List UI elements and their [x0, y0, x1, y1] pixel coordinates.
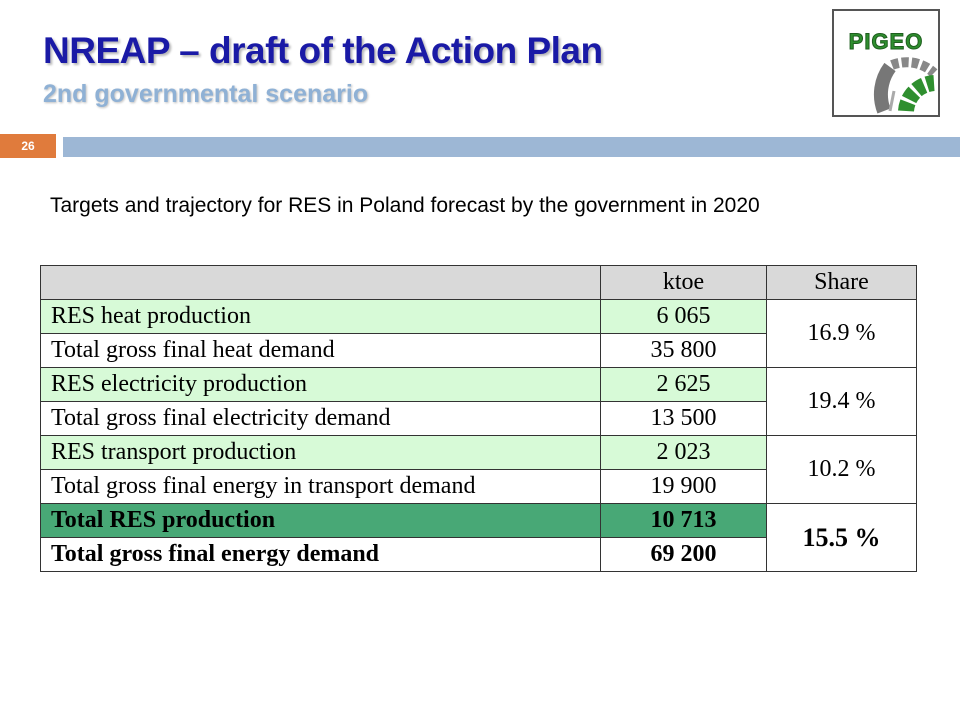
pigeo-logo: PIGEO [832, 9, 940, 117]
table-row: Total gross final energy in transport de… [40, 469, 917, 504]
row-share: 10.2 % [766, 435, 917, 504]
header-band [63, 137, 960, 157]
table-row: RES transport production 2 023 10.2 % [40, 435, 917, 504]
res-targets-table: ktoe Share RES heat production 6 065 16.… [40, 265, 917, 572]
header-share: Share [766, 265, 917, 300]
header-ktoe: ktoe [600, 265, 767, 300]
row-label: Total gross final electricity demand [40, 401, 601, 436]
table-row: RES electricity production 2 625 19.4 % [40, 367, 917, 436]
table-row: Total gross final heat demand 35 800 [40, 333, 917, 368]
header-label [40, 265, 601, 300]
row-label: RES electricity production [40, 367, 601, 402]
table-caption: Targets and trajectory for RES in Poland… [50, 194, 760, 217]
row-label: Total gross final heat demand [40, 333, 601, 368]
logo-text: PIGEO [848, 29, 924, 55]
slide-title: NREAP – draft of the Action Plan [43, 30, 603, 71]
row-ktoe: 35 800 [600, 333, 767, 368]
row-share: 15.5 % [766, 503, 917, 572]
row-share: 19.4 % [766, 367, 917, 436]
row-ktoe: 19 900 [600, 469, 767, 504]
logo-ring-icon [873, 57, 938, 114]
row-label: Total gross final energy in transport de… [40, 469, 601, 504]
row-label: Total gross final energy demand [40, 537, 601, 572]
row-ktoe: 2 023 [600, 435, 767, 470]
table-header-row: ktoe Share [40, 265, 917, 300]
slide-number: 26 [0, 134, 56, 158]
row-ktoe: 6 065 [600, 299, 767, 334]
row-ktoe: 2 625 [600, 367, 767, 402]
table-row: RES heat production 6 065 16.9 % [40, 299, 917, 368]
row-label: RES transport production [40, 435, 601, 470]
table-row: Total RES production 10 713 15.5 % [40, 503, 917, 572]
row-ktoe: 10 713 [600, 503, 767, 538]
row-ktoe: 69 200 [600, 537, 767, 572]
row-share: 16.9 % [766, 299, 917, 368]
slide-subtitle: 2nd governmental scenario [43, 80, 369, 108]
slide-number-text: 26 [21, 139, 35, 153]
row-ktoe: 13 500 [600, 401, 767, 436]
row-label: Total RES production [40, 503, 601, 538]
table-row: Total gross final energy demand 69 200 [40, 537, 917, 572]
row-label: RES heat production [40, 299, 601, 334]
